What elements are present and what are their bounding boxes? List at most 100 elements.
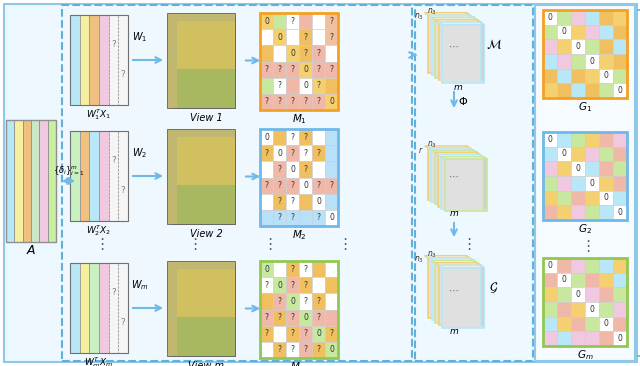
Bar	[312, 261, 325, 277]
Bar	[312, 210, 325, 226]
Bar	[286, 342, 299, 358]
Text: ?: ?	[303, 346, 307, 354]
Text: $\mathcal{G}$: $\mathcal{G}$	[490, 281, 499, 295]
Text: $\cdots$: $\cdots$	[448, 171, 458, 181]
Bar	[325, 29, 338, 45]
Text: $m$: $m$	[449, 328, 459, 336]
Bar	[325, 78, 338, 94]
Polygon shape	[428, 258, 474, 260]
Polygon shape	[435, 20, 481, 22]
Bar	[312, 29, 325, 45]
Text: $M_m$: $M_m$	[291, 360, 308, 366]
Text: ?: ?	[278, 197, 282, 206]
Bar	[109, 263, 118, 353]
Bar	[571, 69, 585, 83]
Text: $W_m^TX_m$: $W_m^TX_m$	[84, 355, 114, 366]
Bar	[599, 317, 613, 331]
Bar	[70, 131, 128, 221]
Text: 0: 0	[589, 305, 595, 314]
Bar	[428, 15, 470, 73]
Bar	[177, 137, 235, 185]
Bar	[299, 342, 312, 358]
Bar	[435, 152, 477, 204]
Text: ?: ?	[330, 16, 333, 26]
Bar	[585, 54, 599, 69]
Polygon shape	[474, 150, 477, 204]
Bar	[312, 45, 325, 61]
Bar	[325, 310, 338, 326]
Text: $G_2$: $G_2$	[578, 222, 592, 236]
Bar	[273, 178, 286, 194]
Text: $G_1$: $G_1$	[578, 100, 592, 114]
Bar	[286, 145, 299, 161]
Bar	[312, 310, 325, 326]
Bar	[312, 78, 325, 94]
Bar	[312, 161, 325, 178]
Bar	[599, 83, 613, 98]
Text: $G_m$: $G_m$	[577, 348, 593, 362]
Bar	[118, 131, 128, 221]
Bar	[299, 210, 312, 226]
Polygon shape	[439, 22, 484, 25]
Text: ?: ?	[264, 181, 269, 190]
Bar	[286, 293, 299, 310]
Text: ?: ?	[264, 65, 269, 74]
Bar	[177, 269, 235, 317]
Bar	[557, 205, 571, 220]
Text: ?: ?	[264, 97, 269, 107]
Bar	[613, 176, 627, 191]
Text: ?: ?	[278, 181, 282, 190]
Polygon shape	[474, 260, 477, 323]
Bar	[99, 263, 109, 353]
Bar	[177, 269, 235, 356]
Bar	[299, 145, 312, 161]
Bar	[571, 147, 585, 161]
Bar	[286, 45, 299, 61]
Bar	[109, 131, 118, 221]
Bar	[435, 20, 477, 78]
Bar	[585, 191, 599, 205]
Text: ?: ?	[303, 149, 307, 158]
Bar	[325, 194, 338, 210]
Bar	[557, 147, 571, 161]
Bar	[613, 147, 627, 161]
Text: ?: ?	[291, 329, 294, 338]
Text: $n_3$: $n_3$	[414, 12, 424, 22]
Bar	[599, 132, 613, 147]
Bar	[557, 39, 571, 54]
Bar	[571, 132, 585, 147]
Bar	[260, 13, 338, 110]
Bar	[543, 258, 627, 346]
Bar	[557, 191, 571, 205]
Bar	[325, 210, 338, 226]
Bar	[613, 273, 627, 287]
Bar	[312, 277, 325, 293]
Text: $r$: $r$	[419, 145, 424, 155]
Bar	[6, 120, 56, 242]
Bar	[557, 317, 571, 331]
Bar	[118, 263, 128, 353]
Polygon shape	[424, 255, 470, 258]
Bar	[260, 129, 338, 226]
Bar	[22, 120, 31, 242]
Text: ?: ?	[291, 213, 294, 223]
Bar	[613, 83, 627, 98]
Bar	[613, 317, 627, 331]
Polygon shape	[467, 12, 470, 73]
Bar	[571, 317, 585, 331]
Bar	[585, 83, 599, 98]
Polygon shape	[431, 260, 477, 263]
Text: ?: ?	[303, 97, 307, 107]
Text: 0: 0	[303, 181, 308, 190]
Bar	[99, 131, 109, 221]
Bar	[599, 147, 613, 161]
Bar	[273, 94, 286, 110]
Bar	[571, 39, 585, 54]
Bar	[260, 210, 273, 226]
Bar	[325, 129, 338, 145]
Bar	[435, 263, 477, 323]
Text: View 1: View 1	[189, 113, 222, 123]
Bar	[312, 326, 325, 342]
Bar	[543, 69, 557, 83]
Text: ?: ?	[278, 97, 282, 107]
